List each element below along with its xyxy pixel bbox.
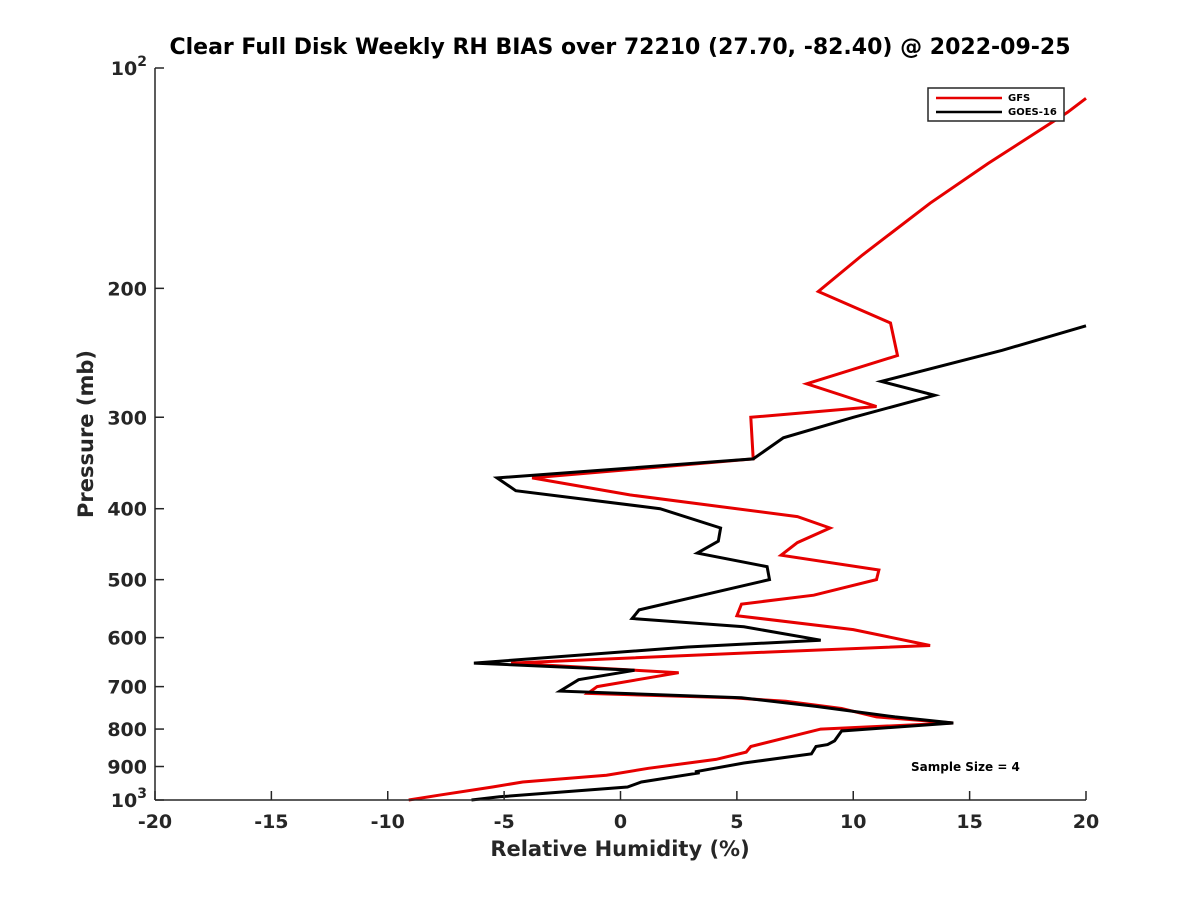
y-tick-label: 103 xyxy=(111,786,147,812)
x-tick-label: 15 xyxy=(956,811,982,833)
x-axis-label: Relative Humidity (%) xyxy=(490,837,749,861)
x-tick-label: 20 xyxy=(1073,811,1099,833)
y-axis-label: Pressure (mb) xyxy=(74,350,98,518)
y-tick-label: 500 xyxy=(107,570,147,592)
y-tick-label: 600 xyxy=(107,628,147,650)
y-tick-label: 400 xyxy=(107,499,147,521)
y-tick-label: 800 xyxy=(107,719,147,741)
y-tick-label: 200 xyxy=(107,278,147,300)
x-tick-label: -10 xyxy=(371,811,405,833)
x-tick-label: -5 xyxy=(494,811,515,833)
x-tick-label: 5 xyxy=(730,811,743,833)
y-tick-label: 300 xyxy=(107,407,147,429)
legend: GFS GOES-16 xyxy=(927,87,1065,122)
legend-box xyxy=(927,87,1065,122)
y-ticks: 102 200 300 400 500 600 700 800 900 103 xyxy=(107,54,164,812)
x-tick-label: 0 xyxy=(614,811,627,833)
legend-label-goes16: GOES-16 xyxy=(1008,107,1057,118)
x-tick-label: -15 xyxy=(254,811,288,833)
series-line-gfs xyxy=(408,97,1087,802)
chart-title: Clear Full Disk Weekly RH BIAS over 7221… xyxy=(169,35,1070,60)
series-layer xyxy=(408,97,1087,802)
series-line-goes16 xyxy=(471,324,1087,802)
y-tick-label: 900 xyxy=(107,757,147,779)
x-tick-label: -20 xyxy=(138,811,172,833)
sample-size-annotation: Sample Size = 4 xyxy=(911,760,1020,774)
x-ticks: -20 -15 -10 -5 0 5 10 15 20 xyxy=(138,791,1099,833)
y-tick-label: 700 xyxy=(107,677,147,699)
y-tick-label: 102 xyxy=(111,54,147,80)
x-tick-label: 10 xyxy=(840,811,866,833)
legend-label-gfs: GFS xyxy=(1008,93,1030,104)
axes xyxy=(154,68,1086,801)
